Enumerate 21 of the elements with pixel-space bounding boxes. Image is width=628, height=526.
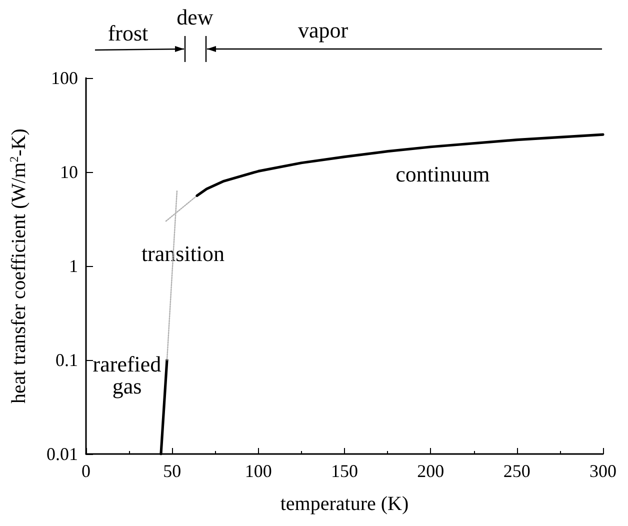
y-tick-label: 100 [51, 68, 78, 88]
x-tick-label: 250 [503, 461, 530, 481]
line-series [196, 133, 604, 197]
series-label: transition [141, 240, 225, 266]
x-tick-label: 300 [590, 461, 616, 481]
x-tick-label: 150 [331, 461, 358, 481]
y-axis-title: heat transfer coefficient (W/m2-K) [7, 128, 30, 404]
y-tick-label: 1 [69, 256, 78, 276]
y-tick-label: 10 [60, 162, 78, 182]
x-tick-label: 0 [82, 461, 90, 481]
series-label: rarefied gas [92, 352, 162, 398]
y-tick-label: 0.1 [56, 350, 78, 370]
x-axis-title: temperature (K) [280, 493, 409, 515]
y-tick-label: 0.01 [46, 444, 78, 464]
x-tick-label: 50 [163, 461, 182, 481]
text: dew [176, 4, 214, 30]
text: vapor [298, 18, 349, 42]
text: frost [108, 20, 148, 46]
x-tick-label: 100 [244, 461, 272, 481]
x-tick-label: 200 [417, 461, 444, 481]
series-label: continuum [396, 161, 490, 186]
